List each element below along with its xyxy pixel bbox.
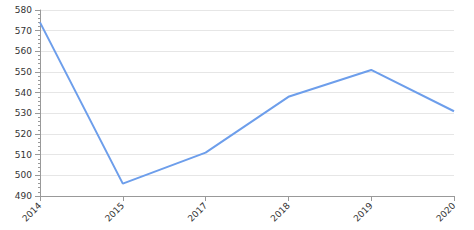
svg-text:2014: 2014 (20, 200, 43, 223)
svg-text:570: 570 (15, 26, 32, 36)
svg-text:580: 580 (15, 5, 32, 15)
svg-text:520: 520 (15, 129, 32, 139)
svg-text:550: 550 (15, 67, 32, 77)
svg-text:560: 560 (15, 46, 32, 56)
svg-text:510: 510 (15, 150, 32, 160)
svg-text:500: 500 (15, 170, 32, 180)
svg-text:2020: 2020 (434, 200, 457, 223)
svg-text:2018: 2018 (269, 200, 292, 223)
svg-text:2017: 2017 (186, 200, 209, 223)
svg-text:2015: 2015 (103, 200, 126, 223)
svg-text:530: 530 (15, 108, 32, 118)
svg-text:490: 490 (15, 191, 32, 201)
svg-text:540: 540 (15, 88, 32, 98)
svg-text:2019: 2019 (351, 200, 374, 223)
